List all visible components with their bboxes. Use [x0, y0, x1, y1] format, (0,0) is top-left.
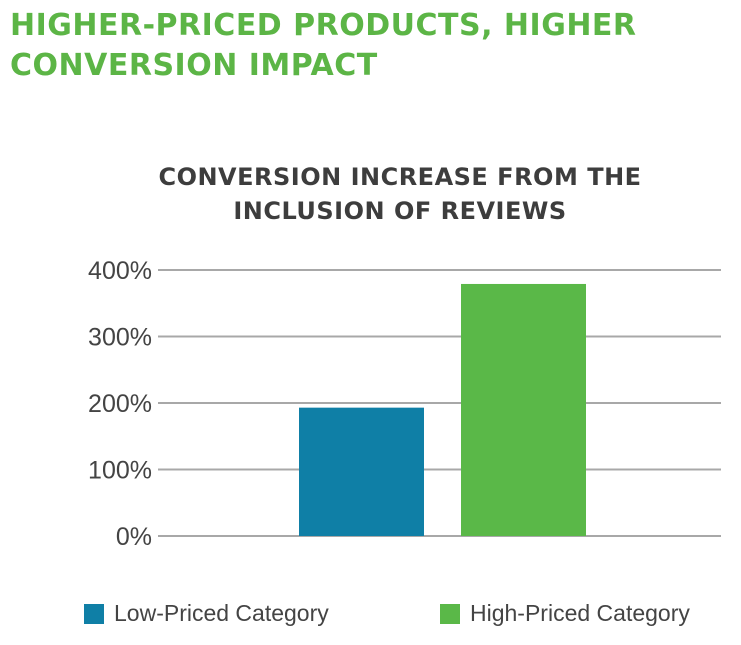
- legend-label-high: High-Priced Category: [470, 600, 690, 626]
- legend-item-high: High-Priced Category: [440, 600, 690, 627]
- legend-item-low: Low-Priced Category: [84, 600, 329, 627]
- y-tick-label: 200%: [88, 390, 152, 418]
- chart-title: CONVERSION INCREASE FROM THE INCLUSION O…: [100, 160, 700, 228]
- y-tick-label: 0%: [116, 523, 152, 551]
- y-tick-label: 400%: [88, 257, 152, 285]
- headline-line-2: CONVERSION IMPACT: [10, 48, 378, 83]
- y-tick-label: 300%: [88, 324, 152, 352]
- chart-title-line-1: CONVERSION INCREASE FROM THE: [158, 163, 642, 191]
- headline-line-1: HIGHER-PRICED PRODUCTS, HIGHER: [10, 8, 637, 43]
- chart-legend: Low-Priced Category High-Priced Category: [84, 600, 734, 630]
- bar-low-priced: [299, 407, 424, 536]
- page-headline: HIGHER-PRICED PRODUCTS, HIGHER CONVERSIO…: [10, 6, 730, 86]
- y-tick-label: 100%: [88, 457, 152, 485]
- legend-swatch-low: [84, 603, 104, 624]
- bar-high-priced: [461, 283, 586, 536]
- legend-label-low: Low-Priced Category: [114, 600, 329, 626]
- chart-title-line-2: INCLUSION OF REVIEWS: [233, 197, 567, 225]
- legend-swatch-high: [440, 603, 460, 624]
